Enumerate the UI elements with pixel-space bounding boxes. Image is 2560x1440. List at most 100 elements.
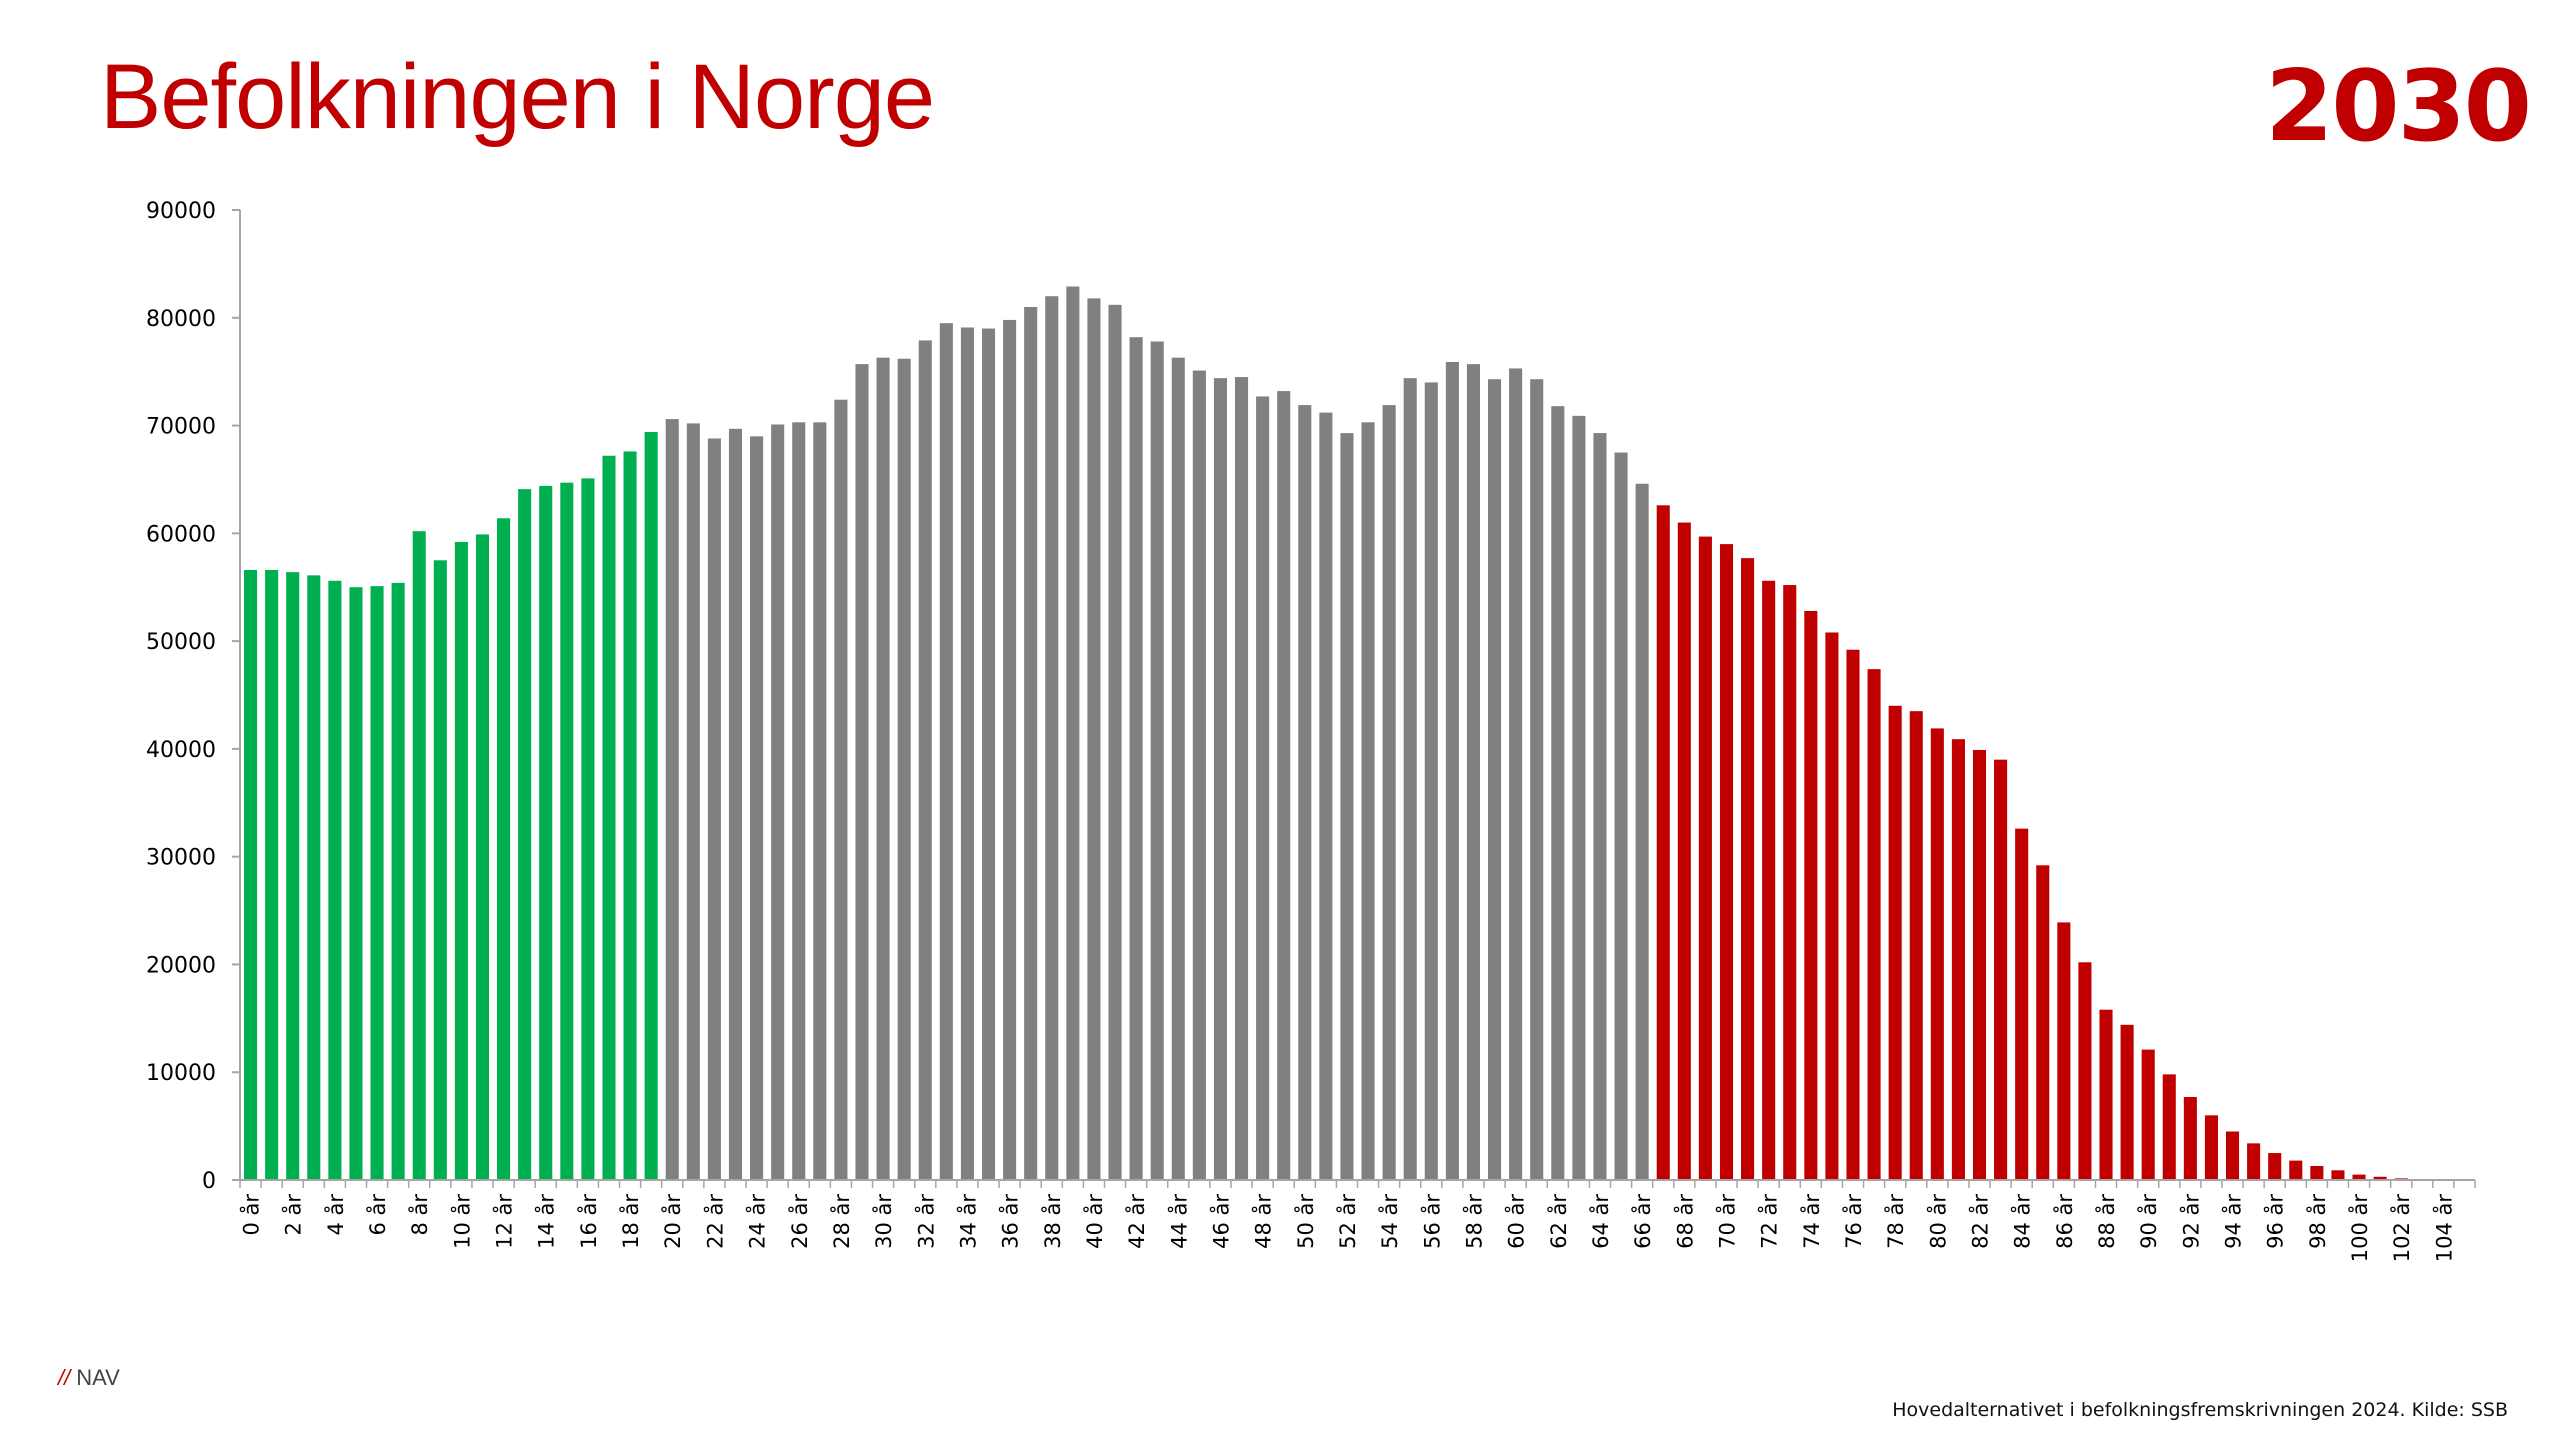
bar: [2162, 1074, 2176, 1180]
bar: [1488, 379, 1502, 1180]
x-tick-label: 2 år: [281, 1194, 306, 1236]
x-tick-label: 62 år: [1546, 1194, 1571, 1249]
bar: [1277, 391, 1291, 1181]
bar: [623, 451, 637, 1180]
x-tick-label: 54 år: [1377, 1194, 1402, 1249]
x-tick-label: 80 år: [1925, 1194, 1950, 1249]
bar: [1930, 728, 1944, 1180]
bar: [497, 518, 511, 1180]
bar: [2247, 1143, 2261, 1180]
bar: [1424, 382, 1438, 1180]
y-tick-label: 60000: [146, 522, 216, 547]
x-tick-label: 66 år: [1630, 1194, 1655, 1249]
x-tick-label: 104 år: [2431, 1194, 2456, 1263]
bar: [2078, 962, 2092, 1180]
x-tick-label: 14 år: [534, 1194, 559, 1249]
x-tick-label: 68 år: [1672, 1194, 1697, 1249]
x-tick-label: 58 år: [1461, 1194, 1486, 1249]
bar: [644, 432, 658, 1180]
x-tick-label: 18 år: [618, 1194, 643, 1249]
bar: [518, 489, 532, 1181]
bar: [1994, 759, 2008, 1180]
bar: [1171, 357, 1185, 1181]
x-tick-label: 86 år: [2052, 1194, 2077, 1249]
x-tick-label: 84 år: [2010, 1194, 2035, 1249]
bar: [2373, 1176, 2387, 1180]
bar: [1804, 610, 1818, 1180]
y-axis: 0 10000 20000 30000 40000 50000 60000 70000 8000…: [146, 199, 241, 1194]
bar: [286, 572, 300, 1180]
x-tick-label: 8 år: [407, 1194, 432, 1236]
bar: [1024, 307, 1038, 1180]
x-tick-label: 78 år: [1883, 1194, 1908, 1249]
x-tick-label: 70 år: [1714, 1194, 1739, 1249]
bar: [1572, 415, 1586, 1180]
bar: [1045, 296, 1059, 1180]
bar: [391, 582, 405, 1180]
bar: [1614, 452, 1628, 1180]
bar: [2036, 865, 2050, 1180]
bar: [2268, 1153, 2282, 1180]
bar: [370, 586, 384, 1180]
x-tick-label: 60 år: [1504, 1194, 1529, 1249]
bar: [1593, 433, 1607, 1181]
x-tick-label: 90 år: [2136, 1194, 2161, 1249]
bar: [2183, 1097, 2197, 1180]
logo-slashes: //: [58, 1365, 71, 1390]
x-tick-label: 6 år: [365, 1194, 390, 1236]
y-tick-label: 40000: [146, 738, 216, 763]
bar: [939, 323, 953, 1181]
x-axis: 0 år 2 år 4 år 6 år 8 år 10 år 12 år 14 år 16 år…: [239, 1179, 2476, 1263]
bar: [1319, 412, 1333, 1181]
bar: [433, 560, 447, 1180]
y-tick-label: 50000: [146, 630, 216, 655]
bar: [2352, 1174, 2366, 1180]
bar: [349, 587, 363, 1180]
source-note: Hovedalternativet i befolkningsfremskriv…: [1892, 1399, 2508, 1421]
bar: [2204, 1115, 2218, 1180]
x-tick-label: 50 år: [1293, 1194, 1318, 1249]
bar: [771, 424, 785, 1180]
x-tick-label: 52 år: [1335, 1194, 1360, 1249]
x-tick-label: 20 år: [660, 1194, 685, 1249]
bar: [1192, 370, 1206, 1181]
bar: [1108, 304, 1122, 1180]
x-tick-label: 72 år: [1757, 1194, 1782, 1249]
bar: [1003, 319, 1017, 1180]
x-tick-label: 74 år: [1799, 1194, 1824, 1249]
bar: [2099, 1009, 2113, 1180]
bar: [1234, 377, 1249, 1180]
bar: [1888, 705, 1902, 1180]
bar: [2331, 1170, 2345, 1180]
bar: [1509, 368, 1523, 1180]
bar: [1466, 364, 1481, 1181]
bar: [1129, 337, 1143, 1181]
bar: [834, 399, 848, 1180]
x-tick-label: 102 år: [2389, 1194, 2414, 1263]
bar: [876, 357, 890, 1181]
x-tick-label: 24 år: [745, 1194, 770, 1249]
bar: [665, 419, 679, 1181]
bar: [707, 438, 721, 1180]
logo-text: NAV: [76, 1365, 120, 1390]
x-tick-label: 26 år: [787, 1194, 812, 1249]
x-tick-label: 82 år: [1968, 1194, 1993, 1249]
x-tick-label: 4 år: [323, 1194, 348, 1236]
bar: [581, 478, 595, 1180]
bar: [1741, 558, 1755, 1180]
x-tick-label: 38 år: [1040, 1194, 1065, 1249]
bar: [454, 541, 468, 1180]
y-tick-label: 70000: [146, 415, 216, 440]
bar: [475, 534, 490, 1180]
bar: [2225, 1131, 2240, 1180]
bar: [792, 422, 806, 1180]
bar: [307, 575, 321, 1180]
bar: [1656, 505, 1670, 1180]
y-tick-label: 80000: [146, 307, 216, 332]
bar: [412, 531, 426, 1180]
bar: [960, 327, 974, 1180]
x-tick-label: 42 år: [1124, 1194, 1149, 1249]
nav-logo: //NAV: [58, 1365, 120, 1391]
x-tick-label: 0 år: [239, 1194, 264, 1236]
